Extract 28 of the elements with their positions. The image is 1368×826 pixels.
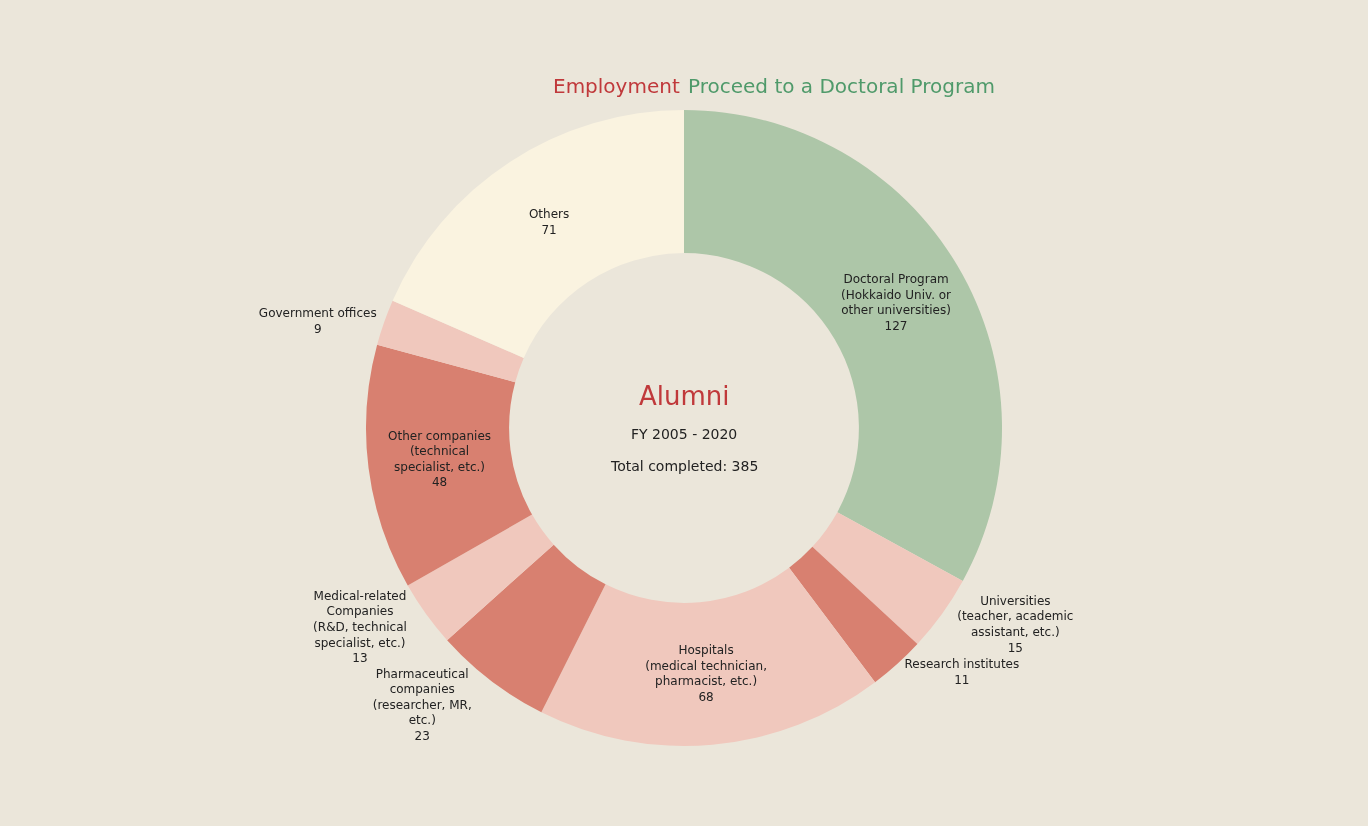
slice-label: Universities (teacher, academic assistant, etc.) <box>957 593 1074 640</box>
data-label: 48 <box>431 475 448 490</box>
donut-slice <box>377 300 524 383</box>
donut-slice <box>366 344 533 586</box>
donut-slice <box>407 514 554 641</box>
text: Employment <box>553 74 680 98</box>
slice-label: Pharmaceutical companies (researcher, MR, etc.) <box>372 666 472 728</box>
slice-label: Research institutes <box>904 657 1020 672</box>
text: Total completed: 385 <box>610 458 759 474</box>
text: Alumni <box>639 381 730 411</box>
slice-label: Other companies (technical specialist, etc.) <box>387 428 492 474</box>
slice-label: Doctoral Program (Hokkaido Univ. or other universities) <box>841 272 952 318</box>
data-label: 9 <box>313 321 322 336</box>
slice-label: Government offices <box>258 305 377 320</box>
slice-label: Hospitals (medical technician, pharmacist, etc.) <box>645 643 767 689</box>
data-label: 23 <box>414 728 430 743</box>
slice-label: Others <box>528 206 570 221</box>
text: Proceed to a Doctoral Program <box>688 74 995 98</box>
donut-slice <box>541 567 876 746</box>
text: FY 2005 - 2020 <box>631 426 738 442</box>
data-label: 68 <box>698 689 714 704</box>
data-label: 15 <box>1007 640 1023 655</box>
donut-slice <box>392 110 684 358</box>
data-label: 71 <box>541 222 557 237</box>
data-label: 11 <box>954 672 970 687</box>
data-label: 13 <box>352 651 368 666</box>
slice-label: Medical-related Companies (R&D, technical specialist, etc.) <box>313 588 407 650</box>
data-label: 127 <box>884 318 908 333</box>
